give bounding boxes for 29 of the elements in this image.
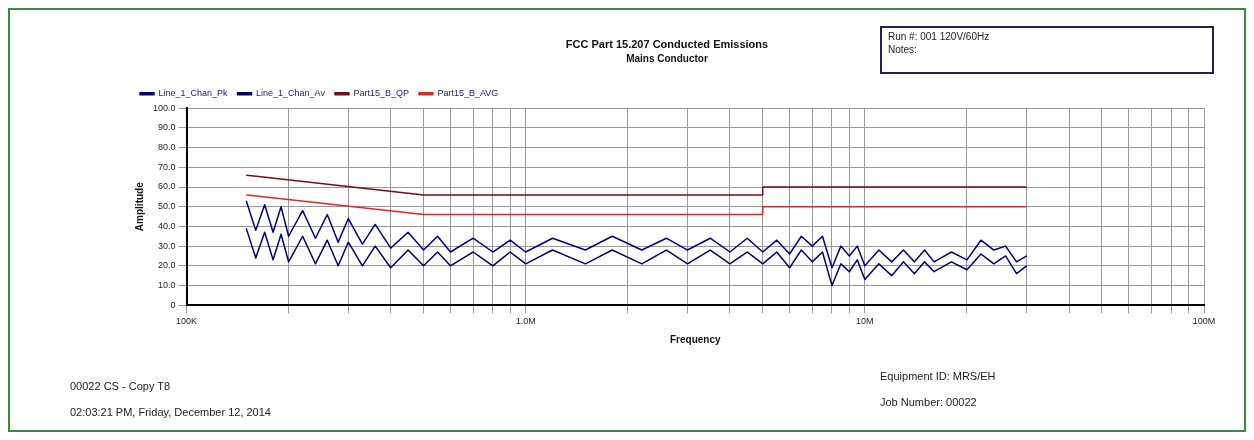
- y-tick-label: 80.0: [157, 142, 176, 153]
- y-tick-label: 10.0: [157, 279, 176, 290]
- legend-label: Line_1_Chan_Av: [256, 88, 326, 99]
- chart-subtitle: Mains Conductor: [626, 52, 708, 64]
- y-tick-label: 60.0: [157, 181, 176, 192]
- text: 02:03:21 PM, Friday, December 12, 2014: [70, 406, 271, 418]
- y-axis-title: Amplitude: [133, 181, 145, 232]
- text: Notes:: [888, 44, 917, 55]
- y-tick-label: 70.0: [157, 161, 176, 172]
- x-tick-label: 100M: [1192, 316, 1216, 327]
- x-tick-label: 100K: [176, 316, 198, 327]
- legend-label: Part15_B_AVG: [437, 88, 499, 99]
- text: Run #: 001 120V/60Hz: [888, 31, 990, 42]
- y-tick-label: 50.0: [157, 201, 176, 212]
- text: Equipment ID: MRS/EH: [880, 370, 996, 382]
- y-tick-label: 30.0: [157, 240, 176, 251]
- y-tick-label: 0: [170, 299, 176, 310]
- text: Job Number: 00022: [880, 396, 977, 408]
- y-tick-label: 90.0: [157, 122, 176, 133]
- y-tick-label: 40.0: [157, 220, 176, 231]
- chart-title: FCC Part 15.207 Conducted Emissions: [565, 37, 769, 50]
- text: 00022 CS - Copy T8: [70, 380, 171, 392]
- y-tick-label: 100.0: [152, 102, 176, 113]
- legend-label: Part15_B_QP: [353, 88, 409, 99]
- legend-label: Line_1_Chan_Pk: [158, 88, 229, 99]
- x-tick-label: 10M: [856, 316, 874, 327]
- x-axis-title: Frequency: [669, 333, 721, 345]
- x-tick-label: 1.0M: [515, 316, 536, 327]
- y-tick-label: 20.0: [157, 260, 176, 271]
